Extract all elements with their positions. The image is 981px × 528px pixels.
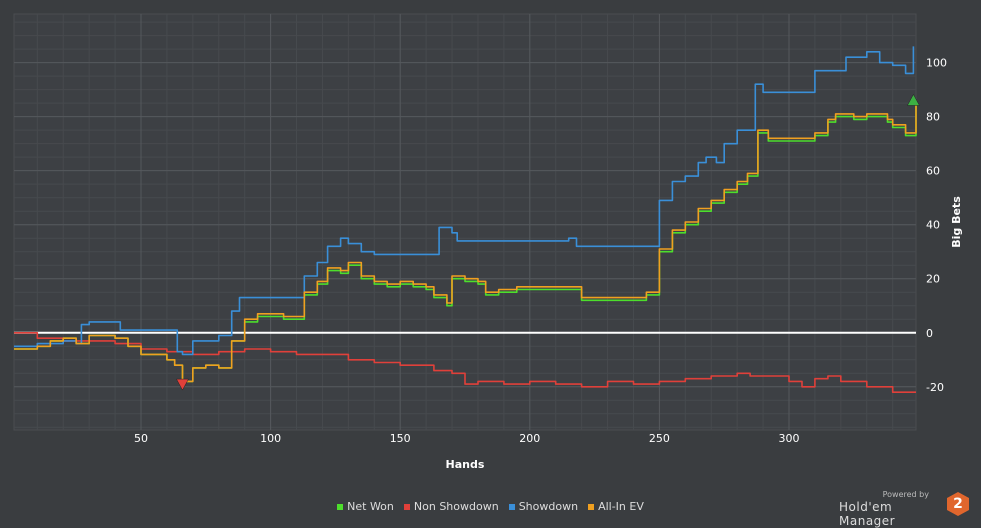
y-axis-ticks: -20 0 20 40 60 80 100: [926, 57, 947, 394]
legend-label: Non Showdown: [413, 500, 499, 513]
series-all-in-ev: [14, 100, 917, 383]
brand-block: Powered by Hold'em Manager 2: [839, 490, 969, 528]
x-tick-label: 300: [778, 432, 799, 445]
x-tick-label: 50: [134, 432, 148, 445]
x-axis-title: Hands: [446, 458, 485, 471]
plot-area: [13, 13, 917, 431]
y-axis-title: Big Bets: [950, 196, 963, 248]
legend-item[interactable]: Showdown: [508, 500, 579, 513]
legend: Net Won Non Showdown Showdown All-In EV: [0, 500, 981, 513]
y-tick-label: 0: [926, 327, 933, 340]
extreme-markers: [176, 93, 920, 391]
legend-swatch: [508, 504, 515, 510]
legend-label: Net Won: [347, 500, 394, 513]
series-lines: [14, 46, 917, 393]
x-tick-label: 100: [260, 432, 281, 445]
x-axis-ticks: 50 100 150 200 250 300: [134, 432, 799, 445]
y-tick-label: 40: [926, 219, 940, 232]
y-tick-label: -20: [926, 381, 944, 394]
legend-label: Showdown: [518, 500, 579, 513]
legend-swatch: [588, 504, 595, 510]
legend-swatch: [337, 504, 344, 510]
brand-name: Hold'em Manager: [839, 500, 896, 528]
powered-by-text: Powered by: [882, 490, 929, 499]
x-tick-label: 200: [519, 432, 540, 445]
y-tick-label: 80: [926, 111, 940, 124]
y-tick-label: 100: [926, 57, 947, 70]
legend-item[interactable]: All-In EV: [588, 500, 644, 513]
x-tick-label: 150: [390, 432, 411, 445]
x-tick-label: 250: [649, 432, 670, 445]
legend-item[interactable]: Non Showdown: [403, 500, 499, 513]
legend-label: All-In EV: [598, 500, 644, 513]
grid: [14, 14, 916, 430]
series-showdown: [14, 46, 915, 356]
max-marker: [906, 93, 920, 106]
y-tick-label: 20: [926, 273, 940, 286]
y-tick-label: 60: [926, 165, 940, 178]
min-marker: [176, 378, 189, 391]
hem-logo-icon: 2: [947, 492, 969, 516]
legend-swatch: [403, 504, 410, 510]
legend-item[interactable]: Net Won: [337, 500, 394, 513]
